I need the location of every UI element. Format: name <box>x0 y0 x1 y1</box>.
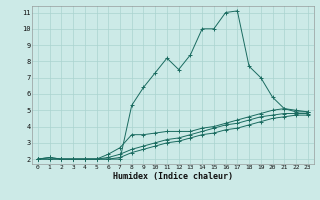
X-axis label: Humidex (Indice chaleur): Humidex (Indice chaleur) <box>113 172 233 181</box>
